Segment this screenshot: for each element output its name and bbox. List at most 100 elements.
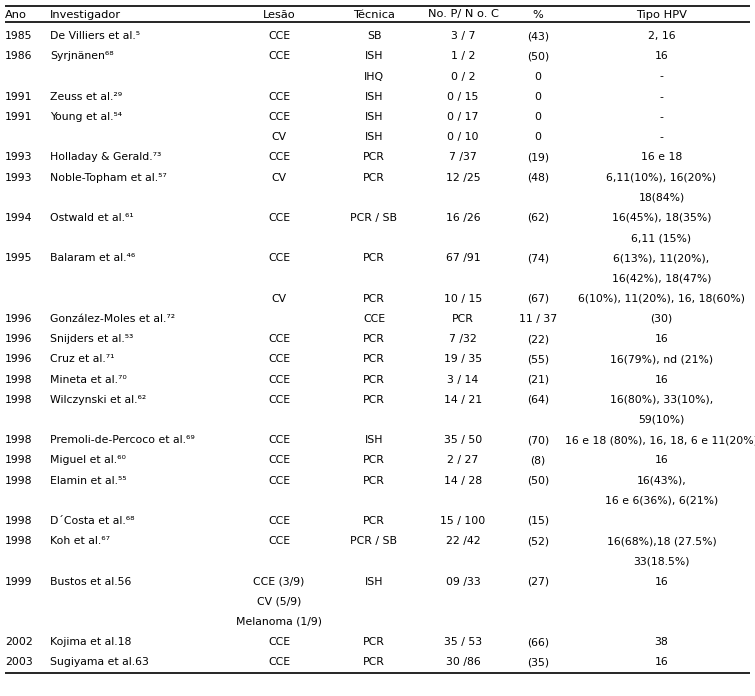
Text: PCR: PCR bbox=[363, 253, 385, 263]
Text: Melanoma (1/9): Melanoma (1/9) bbox=[236, 617, 322, 627]
Text: 1996: 1996 bbox=[5, 334, 32, 344]
Text: (8): (8) bbox=[530, 455, 546, 466]
Text: 1991: 1991 bbox=[5, 112, 32, 122]
Text: (21): (21) bbox=[527, 374, 549, 384]
Text: CCE: CCE bbox=[268, 152, 290, 162]
Text: CV: CV bbox=[272, 132, 287, 142]
Text: (48): (48) bbox=[527, 173, 549, 182]
Text: ISH: ISH bbox=[365, 132, 384, 142]
Text: Syrjnänen⁶⁸: Syrjnänen⁶⁸ bbox=[50, 52, 113, 61]
Text: 22 /42: 22 /42 bbox=[445, 536, 480, 546]
Text: CV: CV bbox=[272, 294, 287, 303]
Text: CCE: CCE bbox=[268, 253, 290, 263]
Text: (74): (74) bbox=[527, 253, 549, 263]
Text: 67 /91: 67 /91 bbox=[445, 253, 480, 263]
Text: 3 / 7: 3 / 7 bbox=[451, 31, 475, 41]
Text: 1996: 1996 bbox=[5, 314, 32, 324]
Text: 1999: 1999 bbox=[5, 576, 32, 587]
Text: (22): (22) bbox=[527, 334, 549, 344]
Text: PCR: PCR bbox=[363, 637, 385, 647]
Text: 35 / 53: 35 / 53 bbox=[444, 637, 482, 647]
Text: 1994: 1994 bbox=[5, 213, 32, 223]
Text: 16(79%), nd (21%): 16(79%), nd (21%) bbox=[610, 354, 713, 364]
Text: Sugiyama et al.63: Sugiyama et al.63 bbox=[50, 657, 149, 667]
Text: 38: 38 bbox=[655, 637, 668, 647]
Text: De Villiers et al.⁵: De Villiers et al.⁵ bbox=[50, 31, 140, 41]
Text: PCR: PCR bbox=[363, 395, 385, 404]
Text: 12 /25: 12 /25 bbox=[445, 173, 480, 182]
Text: PCR: PCR bbox=[363, 354, 385, 364]
Text: Tipo HPV: Tipo HPV bbox=[636, 10, 687, 19]
Text: 1995: 1995 bbox=[5, 253, 32, 263]
Text: 09 /33: 09 /33 bbox=[445, 576, 480, 587]
Text: PCR: PCR bbox=[363, 294, 385, 303]
Text: CV: CV bbox=[272, 173, 287, 182]
Text: CCE: CCE bbox=[268, 31, 290, 41]
Text: (64): (64) bbox=[527, 395, 549, 404]
Text: (50): (50) bbox=[527, 475, 549, 486]
Text: 0 / 15: 0 / 15 bbox=[447, 92, 479, 102]
Text: Wilczynski et al.⁶²: Wilczynski et al.⁶² bbox=[50, 395, 146, 404]
Text: 16 e 18: 16 e 18 bbox=[641, 152, 682, 162]
Text: CCE: CCE bbox=[268, 455, 290, 466]
Text: CCE (3/9): CCE (3/9) bbox=[254, 576, 305, 587]
Text: 16: 16 bbox=[655, 455, 668, 466]
Text: Balaram et al.⁴⁶: Balaram et al.⁴⁶ bbox=[50, 253, 135, 263]
Text: (70): (70) bbox=[527, 435, 549, 445]
Text: Cruz et al.⁷¹: Cruz et al.⁷¹ bbox=[50, 354, 114, 364]
Text: ISH: ISH bbox=[365, 576, 384, 587]
Text: 7 /37: 7 /37 bbox=[449, 152, 477, 162]
Text: 0 / 2: 0 / 2 bbox=[451, 72, 475, 81]
Text: 2003: 2003 bbox=[5, 657, 32, 667]
Text: ISH: ISH bbox=[365, 112, 384, 122]
Text: 0: 0 bbox=[535, 72, 541, 81]
Text: PCR: PCR bbox=[363, 455, 385, 466]
Text: (15): (15) bbox=[527, 516, 549, 526]
Text: ISH: ISH bbox=[365, 435, 384, 445]
Text: 6,11(10%), 16(20%): 6,11(10%), 16(20%) bbox=[606, 173, 716, 182]
Text: ISH: ISH bbox=[365, 52, 384, 61]
Text: SB: SB bbox=[367, 31, 381, 41]
Text: 18(84%): 18(84%) bbox=[639, 193, 685, 203]
Text: PCR: PCR bbox=[363, 334, 385, 344]
Text: 1998: 1998 bbox=[5, 455, 32, 466]
Text: 16: 16 bbox=[655, 52, 668, 61]
Text: Mineta et al.⁷⁰: Mineta et al.⁷⁰ bbox=[50, 374, 127, 384]
Text: Bustos et al.56: Bustos et al.56 bbox=[50, 576, 131, 587]
Text: 2002: 2002 bbox=[5, 637, 32, 647]
Text: CV (5/9): CV (5/9) bbox=[257, 596, 301, 607]
Text: 2, 16: 2, 16 bbox=[648, 31, 675, 41]
Text: 59(10%): 59(10%) bbox=[638, 415, 685, 425]
Text: 2 / 27: 2 / 27 bbox=[448, 455, 479, 466]
Text: 16: 16 bbox=[655, 576, 668, 587]
Text: 10 / 15: 10 / 15 bbox=[444, 294, 482, 303]
Text: 14 / 28: 14 / 28 bbox=[444, 475, 482, 486]
Text: 1998: 1998 bbox=[5, 475, 32, 486]
Text: 0: 0 bbox=[535, 92, 541, 102]
Text: (30): (30) bbox=[650, 314, 673, 324]
Text: 6(10%), 11(20%), 16, 18(60%): 6(10%), 11(20%), 16, 18(60%) bbox=[578, 294, 745, 303]
Text: 16: 16 bbox=[655, 657, 668, 667]
Text: (62): (62) bbox=[527, 213, 549, 223]
Text: 0: 0 bbox=[535, 132, 541, 142]
Text: PCR: PCR bbox=[363, 657, 385, 667]
Text: CCE: CCE bbox=[268, 475, 290, 486]
Text: CCE: CCE bbox=[268, 536, 290, 546]
Text: 1 / 2: 1 / 2 bbox=[451, 52, 475, 61]
Text: 30 /86: 30 /86 bbox=[445, 657, 480, 667]
Text: (50): (50) bbox=[527, 52, 549, 61]
Text: CCE: CCE bbox=[268, 637, 290, 647]
Text: 11 / 37: 11 / 37 bbox=[519, 314, 557, 324]
Text: 16: 16 bbox=[655, 334, 668, 344]
Text: PCR: PCR bbox=[363, 374, 385, 384]
Text: (55): (55) bbox=[527, 354, 549, 364]
Text: PCR: PCR bbox=[363, 173, 385, 182]
Text: 35 / 50: 35 / 50 bbox=[444, 435, 482, 445]
Text: (67): (67) bbox=[527, 294, 549, 303]
Text: CCE: CCE bbox=[268, 334, 290, 344]
Text: 19 / 35: 19 / 35 bbox=[444, 354, 482, 364]
Text: CCE: CCE bbox=[268, 52, 290, 61]
Text: PCR / SB: PCR / SB bbox=[350, 536, 397, 546]
Text: 0 / 10: 0 / 10 bbox=[447, 132, 479, 142]
Text: Premoli-de-Percoco et al.⁶⁹: Premoli-de-Percoco et al.⁶⁹ bbox=[50, 435, 195, 445]
